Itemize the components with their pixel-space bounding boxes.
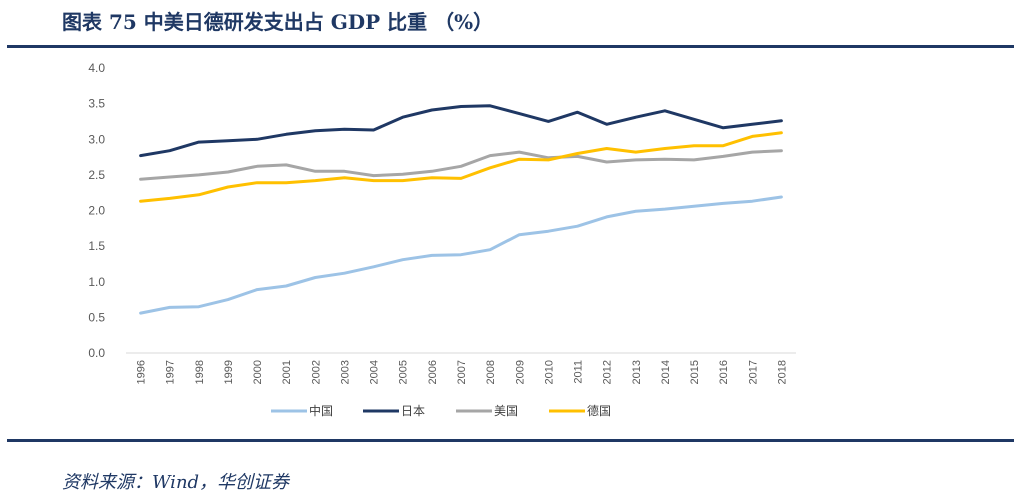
x-tick-label: 2010 [543,360,555,384]
y-tick-label: 3.0 [88,132,105,146]
x-tick-label: 2002 [310,360,322,384]
legend-label: 中国 [309,403,333,418]
x-tick-label: 2009 [514,360,526,384]
x-tick-label: 2006 [427,360,439,384]
y-tick-label: 3.5 [88,97,105,111]
y-tick-label: 0.0 [88,346,105,360]
top-divider [7,45,1014,48]
legend-label: 美国 [494,404,518,418]
x-tick-label: 2007 [456,360,468,384]
series-line-4 [139,131,783,203]
y-tick-label: 1.0 [88,275,105,289]
y-axis: 0.0 0.5 1.0 1.5 2.0 2.5 3.0 3.5 4.0 [88,61,796,360]
series-line-1 [139,195,783,315]
y-tick-label: 2.5 [88,168,105,182]
x-tick-label: 2004 [369,360,381,384]
x-tick-label: 2013 [631,360,643,384]
x-axis: 1996 1997 1998 1999 2000 2001 2002 2003 2004 2005… [136,360,789,384]
x-tick-label: 2014 [660,360,672,384]
legend-label: 德国 [587,403,611,418]
x-tick-label: 2018 [776,360,788,384]
x-tick-label: 2005 [398,360,410,384]
line-chart: 0.0 0.5 1.0 1.5 2.0 2.5 3.0 3.5 4.0 1996 1997 1998… [88,61,796,418]
source-note: 资料来源：Wind，华创证券 [62,472,290,493]
x-tick-label: 2016 [718,360,730,384]
legend: 中国 日本 美国 德国 [271,403,611,418]
x-tick-label: 1999 [223,360,235,384]
series-line-3 [139,149,783,181]
x-tick-label: 2003 [339,360,351,384]
x-tick-label: 1998 [194,360,206,384]
x-tick-label: 1996 [136,360,148,384]
x-tick-label: 2000 [252,360,264,384]
bottom-divider [7,439,1014,442]
series-line-2 [139,104,783,158]
legend-label: 日本 [401,404,425,418]
x-tick-label: 1997 [165,360,177,384]
x-tick-label: 2017 [747,360,759,384]
x-tick-label: 2015 [689,360,701,384]
y-tick-label: 2.0 [88,204,105,218]
y-tick-label: 0.5 [88,310,105,324]
y-tick-label: 1.5 [88,239,105,253]
x-tick-label: 2012 [602,360,614,384]
series-group [139,104,783,315]
y-tick-label: 4.0 [88,61,105,75]
x-tick-label: 2001 [281,360,293,384]
page-title: 图表 75 中美日德研发支出占 GDP 比重 （%） [62,10,494,34]
x-tick-label: 2008 [485,360,497,384]
x-tick-label: 2011 [573,360,585,384]
